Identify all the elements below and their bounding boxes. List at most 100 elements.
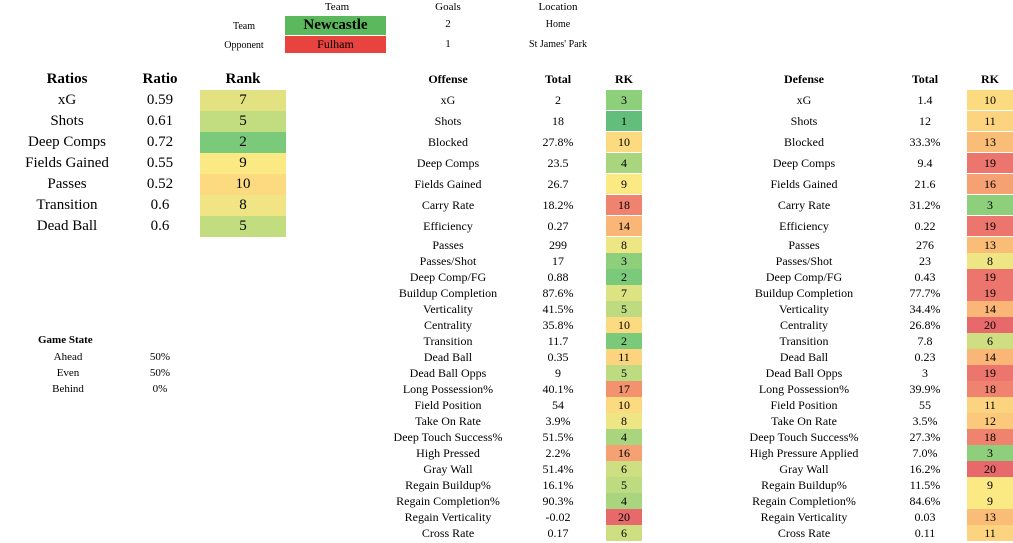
defense-row-rank: 11	[967, 397, 1013, 413]
defense-row-name: Dead Ball Opps	[765, 366, 843, 380]
offense-row-name: Passes/Shot	[419, 254, 477, 268]
defense-row-total: 3	[922, 366, 928, 380]
offense-row-total: 51.4%	[542, 462, 574, 476]
team-location: Home	[545, 19, 571, 30]
defense-row-total: 77.7%	[909, 286, 941, 300]
offense-row-name: Cross Rate	[421, 526, 475, 540]
defense-rk-header: RK	[981, 72, 999, 86]
opponent-goals: 1	[445, 38, 451, 50]
defense-row-total: 0.23	[914, 350, 936, 364]
ratio-row-value: 0.6	[150, 197, 170, 213]
ratio-row-value: 0.52	[146, 176, 174, 192]
offense-total-header: Total	[544, 72, 572, 86]
defense-row-name: Fields Gained	[770, 177, 838, 191]
defense-row-rank: 19	[967, 285, 1013, 301]
defense-row-rank: 3	[967, 445, 1013, 461]
offense-row-rank: 18	[606, 195, 642, 215]
game-state-value: 0%	[152, 383, 168, 395]
defense-row-total: 33.3%	[909, 135, 941, 149]
offense-row-name: Regain Completion%	[396, 494, 500, 508]
defense-row-name: Regain Completion%	[752, 494, 856, 508]
offense-row-total: 2.2%	[545, 446, 571, 460]
offense-row-name: Deep Comp/FG	[409, 270, 487, 284]
offense-row-total: 0.27	[547, 219, 569, 233]
game-state-label: Even	[56, 367, 80, 379]
game-state-label: Ahead	[53, 351, 83, 363]
offense-row-rank: 4	[606, 493, 642, 509]
defense-row-rank: 14	[967, 301, 1013, 317]
defense-row-name: Regain Buildup%	[761, 478, 847, 492]
offense-row-rank: 4	[606, 153, 642, 173]
ratio-row-name: Deep Comps	[28, 134, 106, 150]
defense-row-rank: 9	[967, 493, 1013, 509]
ratio-row-value: 0.6	[150, 218, 170, 234]
team-label: Team	[232, 21, 256, 32]
offense-row-rank: 6	[606, 525, 642, 541]
defense-row-rank: 11	[967, 111, 1013, 131]
offense-row-total: 87.6%	[542, 286, 574, 300]
defense-row-rank: 20	[967, 461, 1013, 477]
defense-row-name: Field Position	[770, 398, 838, 412]
offense-row-name: Regain Verticality	[404, 510, 492, 524]
offense-row-total: 3.9%	[545, 414, 571, 428]
offense-row-rank: 3	[606, 90, 642, 110]
defense-row-name: Buildup Completion	[754, 286, 854, 300]
defense-row-name: Blocked	[784, 135, 824, 149]
offense-row-rank: 3	[606, 253, 642, 269]
defense-row-rank: 3	[967, 195, 1013, 215]
opponent-name: Fulham	[285, 36, 386, 53]
defense-row-name: Gray Wall	[779, 462, 829, 476]
team-name: Newcastle	[285, 16, 386, 35]
offense-row-name: Centrality	[424, 318, 472, 332]
game-state-title: Game State	[38, 334, 93, 346]
defense-row-rank: 18	[967, 429, 1013, 445]
defense-header: Defense	[784, 72, 824, 86]
offense-row-total: 90.3%	[542, 494, 574, 508]
offense-row-total: 54	[552, 398, 564, 412]
defense-row-total: 31.2%	[909, 198, 941, 212]
ratio-row-name: Passes	[47, 176, 87, 192]
offense-row-total: 17	[552, 254, 564, 268]
offense-row-total: 40.1%	[542, 382, 574, 396]
game-state-value: 50%	[149, 367, 171, 379]
offense-row-rank: 8	[606, 413, 642, 429]
ratio-row-value: 0.59	[146, 92, 174, 108]
defense-row-total: 27.3%	[909, 430, 941, 444]
defense-row-name: Deep Touch Success%	[749, 430, 859, 444]
offense-row-rank: 10	[606, 317, 642, 333]
defense-row-name: Carry Rate	[777, 198, 831, 212]
ratio-row-name: Dead Ball	[36, 218, 98, 234]
offense-rk-header: RK	[615, 72, 633, 86]
offense-row-total: 299	[549, 238, 567, 252]
defense-row-total: 55	[919, 398, 931, 412]
offense-row-name: Transition	[423, 334, 473, 348]
defense-row-rank: 8	[967, 253, 1013, 269]
defense-row-total: 16.2%	[909, 462, 941, 476]
ratio-row-value: 0.72	[146, 134, 174, 150]
offense-row-rank: 2	[606, 333, 642, 349]
defense-row-rank: 18	[967, 381, 1013, 397]
offense-row-rank: 8	[606, 237, 642, 253]
defense-row-total: 0.03	[914, 510, 936, 524]
offense-row-rank: 5	[606, 477, 642, 493]
defense-row-name: xG	[796, 93, 812, 107]
defense-total-header: Total	[911, 72, 939, 86]
defense-row-name: Passes/Shot	[775, 254, 833, 268]
offense-row-total: 41.5%	[542, 302, 574, 316]
opponent-location: St James' Park	[529, 39, 587, 50]
offense-row-rank: 1	[606, 111, 642, 131]
game-state-value: 50%	[149, 351, 171, 363]
ratio-row-name: Fields Gained	[25, 155, 109, 171]
ratio-row-name: xG	[57, 92, 77, 108]
offense-row-rank: 17	[606, 381, 642, 397]
offense-row-name: Deep Comps	[416, 156, 480, 170]
offense-row-total: 27.8%	[542, 135, 574, 149]
defense-row-name: High Pressure Applied	[749, 446, 859, 460]
offense-row-total: 18.2%	[542, 198, 574, 212]
defense-row-name: Verticality	[779, 302, 829, 316]
offense-row-rank: 11	[606, 349, 642, 365]
defense-row-name: Long Possession%	[758, 382, 850, 396]
offense-row-total: 16.1%	[542, 478, 574, 492]
offense-row-rank: 4	[606, 429, 642, 445]
ratio-row-name: Transition	[36, 197, 98, 213]
